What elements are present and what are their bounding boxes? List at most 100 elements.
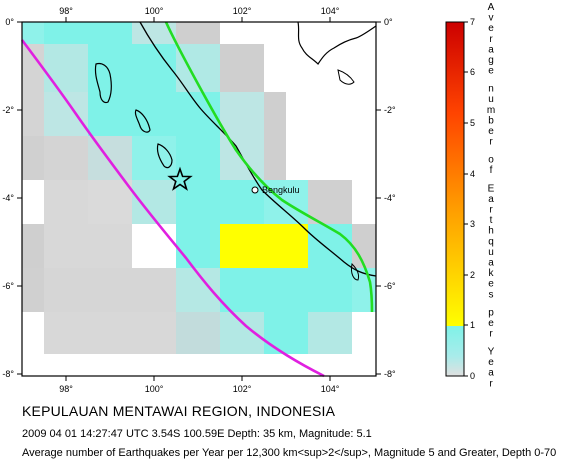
legend-title-letter: e: [488, 279, 494, 290]
city-marker: [251, 186, 259, 194]
legend-title-letter: Y: [488, 347, 495, 358]
grid-cell: [220, 44, 264, 92]
legend-ticks: [464, 21, 468, 377]
legend-title-letter: u: [488, 94, 494, 105]
legend-title-letter: A: [488, 2, 495, 13]
legend-title-letter: n: [488, 84, 494, 95]
legend-title-letter: e: [488, 66, 494, 77]
lat-tick-label: -4°: [384, 193, 396, 203]
legend-title-letter: k: [489, 268, 495, 279]
grid-cell: [22, 44, 44, 92]
grid-cell: [352, 224, 376, 268]
legend-title-letter: r: [489, 378, 493, 389]
lat-tick-label: -6°: [2, 281, 14, 291]
lat-labels-right: 0° -2° -4° -6° -8°: [384, 17, 396, 379]
legend-tick-label: 0: [470, 371, 475, 381]
lat-tick-label: -2°: [384, 105, 396, 115]
lat-tick-label: -4°: [2, 193, 14, 203]
legend-tick-label: 5: [470, 118, 475, 128]
legend-title-letter: o: [488, 155, 494, 166]
lon-labels-top: 98° 100° 102° 104°: [59, 6, 340, 16]
legend-tick-label: 3: [470, 219, 475, 229]
grid-cell: [220, 268, 264, 312]
legend-title-letter: E: [488, 183, 495, 194]
grid-cell: [264, 136, 286, 180]
grid-cell: [44, 312, 176, 354]
map-ticks: [17, 17, 381, 381]
legend-tick-labels: 7 6 5 4 3 2 1 0: [470, 17, 475, 381]
grid-cell: [132, 22, 176, 44]
grid-cell: [308, 180, 352, 224]
grid-cell: [44, 180, 88, 224]
city-label: Bengkulu: [262, 185, 300, 195]
grid-cell: [264, 92, 286, 136]
legend-colorbar: [445, 21, 465, 377]
legend-title-letter: e: [488, 318, 494, 329]
grid-cell: [220, 312, 264, 354]
legend-title-letter: r: [489, 205, 493, 216]
legend-tick-label: 1: [470, 320, 475, 330]
legend-title-letter: e: [488, 23, 494, 34]
grid-cell: [22, 22, 44, 44]
legend-title-letter: p: [488, 307, 494, 318]
grid-cell: [44, 22, 132, 44]
grid-cell: [264, 312, 308, 354]
legend-title-letter: b: [488, 115, 494, 126]
legend-tick-label: 4: [470, 169, 475, 179]
lon-tick-label: 100°: [145, 384, 164, 394]
legend-title-letter: r: [489, 329, 493, 340]
island-siberut: [94, 62, 112, 104]
lat-tick-label: -8°: [384, 369, 396, 379]
grid-cell: [132, 136, 176, 180]
island-enggano: [351, 262, 359, 281]
legend-bar-warm: [446, 22, 464, 326]
grid-cell: [44, 224, 132, 268]
grid-cell: [44, 44, 88, 92]
lat-tick-label: -6°: [384, 281, 396, 291]
island-pagai: [156, 143, 173, 169]
sunda-trench-line: [20, 39, 325, 378]
grid-cell: [22, 268, 44, 312]
legend-title-letter: e: [488, 126, 494, 137]
lon-tick-label: 100°: [145, 6, 164, 16]
legend-title-letter: s: [489, 289, 494, 300]
legend-tick-label: 6: [470, 67, 475, 77]
legend-title-letter: e: [488, 357, 494, 368]
map-frame: [21, 21, 377, 377]
lat-tick-label: 0°: [5, 17, 14, 27]
legend-tick-label: 2: [470, 270, 475, 280]
lon-tick-label: 104°: [321, 6, 340, 16]
legend-title-letter: r: [489, 137, 493, 148]
grid-cell: [220, 180, 264, 224]
grid-cell: [308, 224, 352, 268]
lon-tick-label: 102°: [233, 6, 252, 16]
island-bangka: [337, 69, 355, 85]
legend-title-letter: a: [488, 368, 494, 379]
lon-labels-bottom: 98° 100° 102° 104°: [59, 384, 340, 394]
legend-title-letter: v: [489, 13, 494, 24]
grid-cell: [44, 136, 88, 180]
lat-tick-label: -8°: [2, 369, 14, 379]
sumatra-fault-line: [164, 21, 374, 313]
grid-cell: [176, 312, 220, 354]
lon-tick-label: 104°: [321, 384, 340, 394]
peninsula-coastline: [297, 21, 377, 65]
legend-title-letter: f: [490, 165, 493, 176]
grid-cell: [88, 44, 176, 92]
legend-title-letter: h: [488, 226, 494, 237]
region-title: KEPULAUAN MENTAWAI REGION, INDONESIA: [22, 403, 336, 419]
grid-cell: [88, 92, 176, 136]
map-description: Average number of Earthquakes per Year p…: [22, 447, 557, 459]
legend-title-letter: q: [488, 236, 494, 247]
legend-title-letter: a: [488, 194, 494, 205]
legend-title-letter: m: [487, 105, 495, 116]
lon-tick-label: 98°: [59, 6, 73, 16]
grid-cell: [88, 180, 132, 224]
legend-title-letter: u: [488, 247, 494, 258]
grid-cell: [176, 92, 220, 136]
lat-labels-left: 0° -2° -4° -6° -8°: [2, 17, 14, 379]
grid-cell: [176, 22, 220, 44]
lon-tick-label: 102°: [233, 384, 252, 394]
legend-title-letter: t: [490, 215, 493, 226]
lat-tick-label: -2°: [2, 105, 14, 115]
